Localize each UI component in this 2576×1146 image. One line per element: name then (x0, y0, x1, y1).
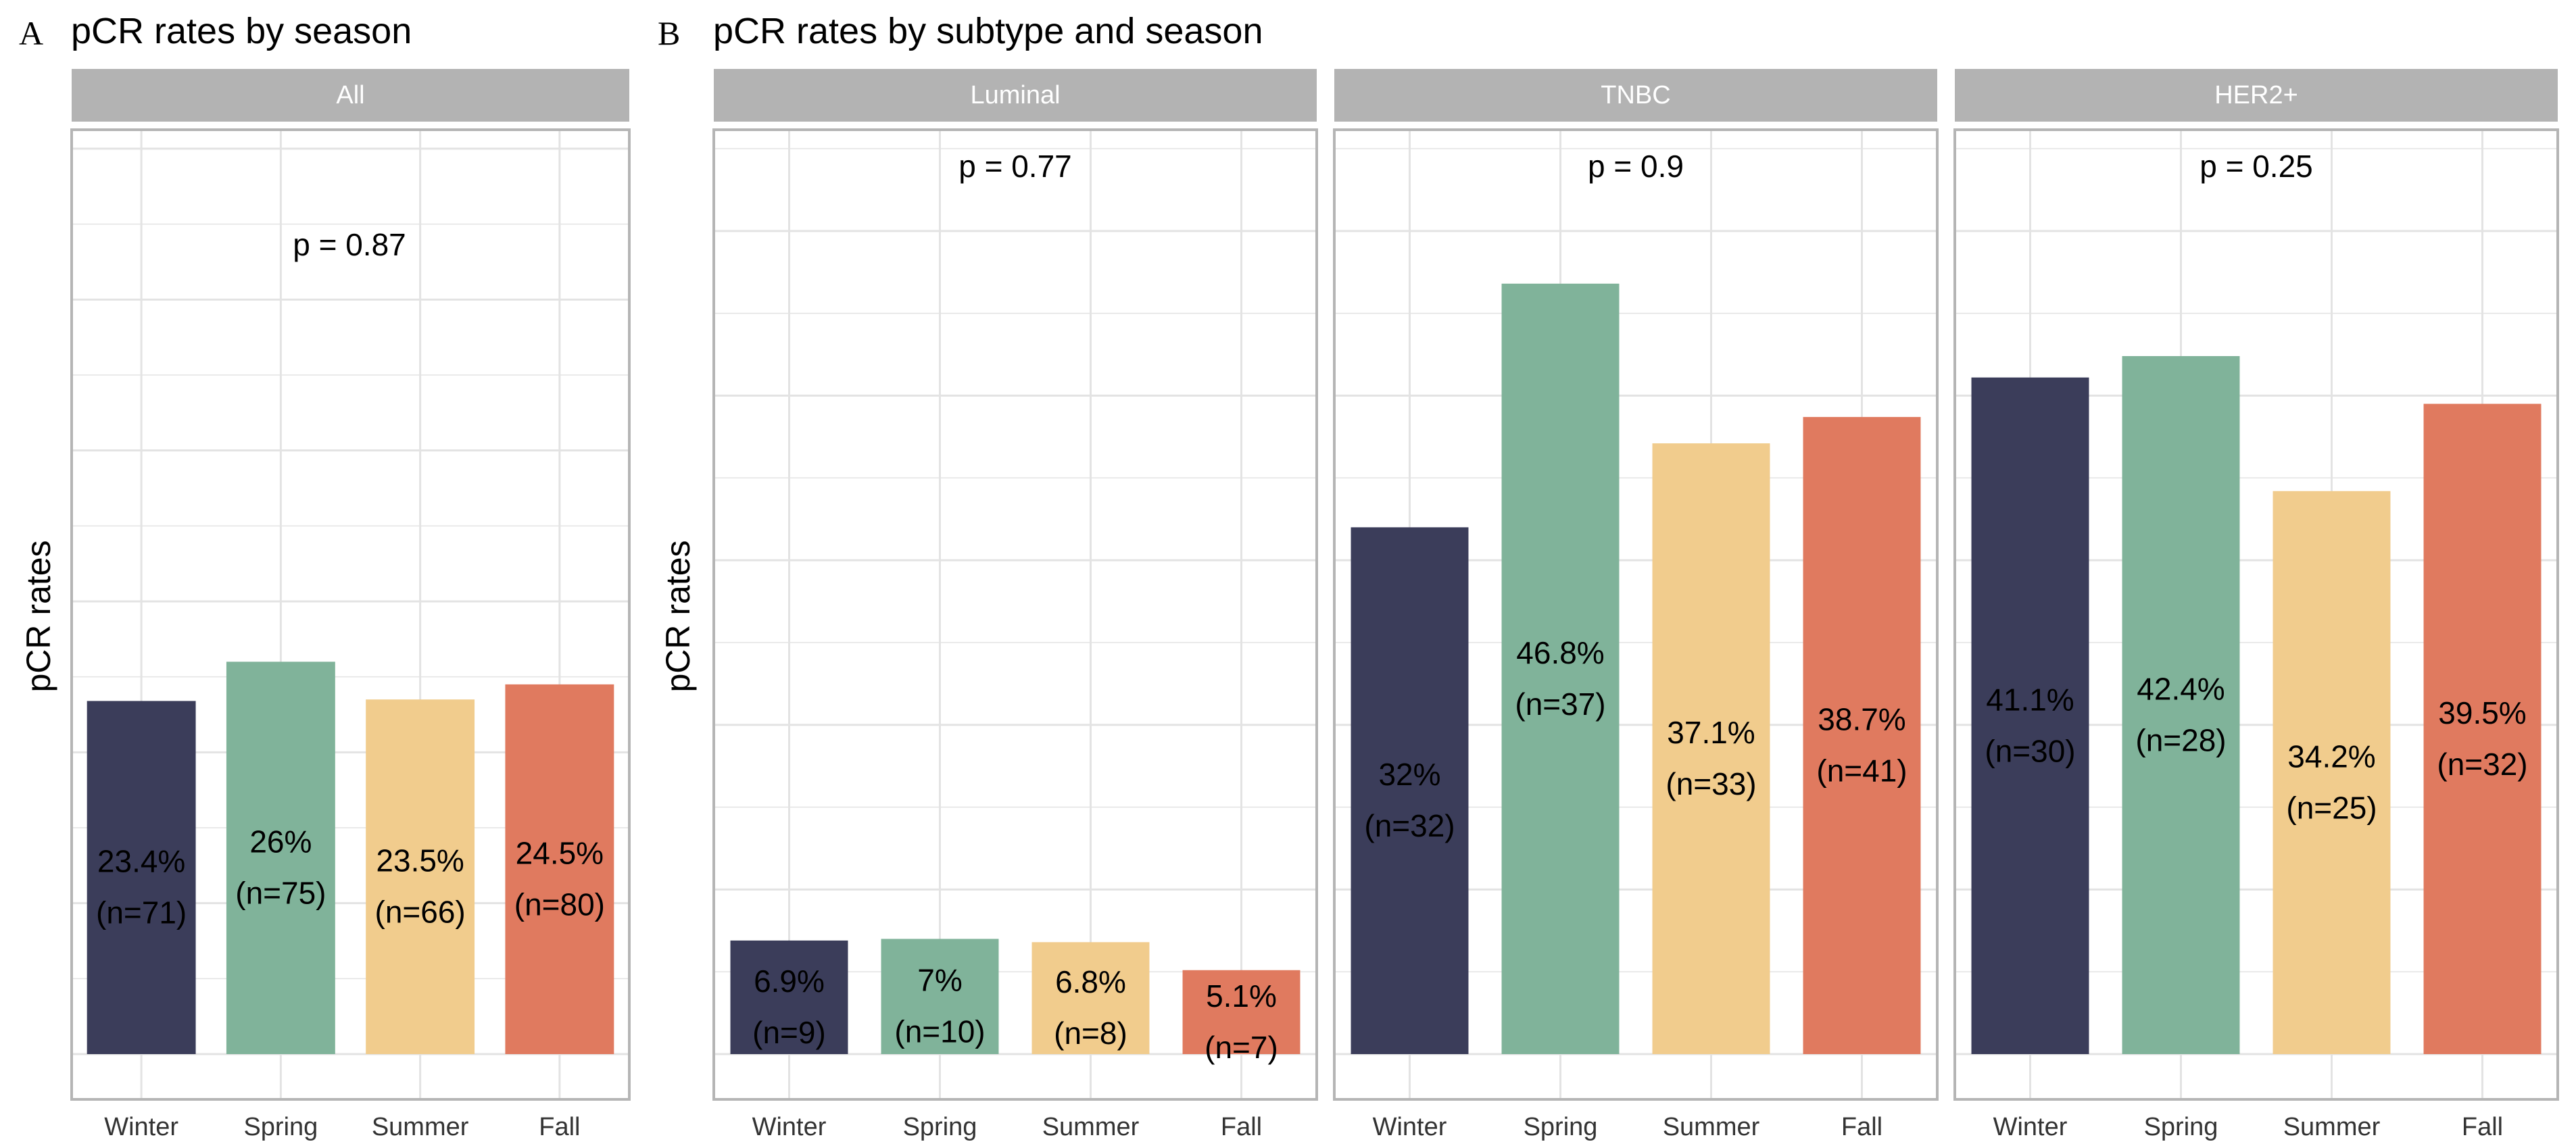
bar-value-label: 42.4% (2137, 671, 2225, 706)
bar-spring (881, 939, 999, 1054)
x-tick-label-fall: Fall (1841, 1113, 1882, 1141)
p-value-label: p = 0.9 (1588, 149, 1684, 184)
panel-border (70, 128, 631, 1101)
bar-value-label: 38.7% (1818, 702, 1905, 737)
bar-value-label: 34.2% (2287, 739, 2375, 774)
x-tick-label-spring: Spring (903, 1113, 977, 1141)
bar-value-label: 24.5% (516, 835, 604, 870)
bar-n-label: (n=33) (1666, 766, 1756, 801)
facet-all: All 23.4% (n=71) Winter 26% (n=75) Spring 23.5%… (70, 69, 631, 1141)
facet-strip-label: All (336, 81, 364, 109)
p-value-label: p = 0.87 (293, 227, 406, 262)
panel-a-y-axis-title: pCR rates (20, 540, 57, 692)
x-tick-label-fall: Fall (539, 1113, 580, 1141)
bar-value-label: 5.1% (1206, 978, 1277, 1014)
bar-fall (1182, 970, 1301, 1054)
bar-winter (1971, 377, 2089, 1054)
bar-value-label: 39.5% (2438, 695, 2526, 730)
p-value-label: p = 0.25 (2200, 149, 2313, 184)
facet-her2: HER2+ 41.1% (n=30) Winter 42.4% (n=28) Spring 3… (1953, 69, 2559, 1141)
panel-border (1333, 128, 1939, 1101)
p-value-label: p = 0.77 (958, 149, 1072, 184)
bar-n-label: (n=66) (375, 895, 466, 930)
x-tick-label-spring: Spring (1524, 1113, 1598, 1141)
bar-spring (2122, 355, 2240, 1054)
bar-n-label: (n=80) (514, 887, 605, 922)
bar-n-label: (n=10) (894, 1014, 985, 1049)
facet-strip (72, 69, 629, 122)
bar-n-label: (n=9) (752, 1015, 826, 1050)
facet-strip-label: Luminal (970, 81, 1060, 109)
panel-b-y-axis-title: pCR rates (659, 540, 697, 692)
bar-spring (1501, 283, 1620, 1054)
x-tick-label-summer: Summer (1042, 1113, 1140, 1141)
x-tick-label-summer: Summer (2283, 1113, 2381, 1141)
panel-b-letter: B (658, 14, 680, 52)
bar-value-label: 37.1% (1667, 715, 1755, 750)
bar-n-label: (n=75) (235, 876, 326, 911)
bar-spring (226, 662, 335, 1054)
x-tick-label-winter: Winter (104, 1113, 178, 1141)
bar-n-label: (n=32) (1364, 808, 1455, 843)
bar-n-label: (n=30) (1985, 733, 2075, 768)
bar-n-label: (n=32) (2437, 747, 2527, 782)
facet-tnbc: TNBC 32% (n=32) Winter 46.8% (n=37) Spring 37.1… (1333, 69, 1939, 1141)
bar-summer (2273, 491, 2391, 1054)
bar-value-label: 23.4% (97, 844, 185, 879)
panel-b-title: pCR rates by subtype and season (713, 11, 1263, 51)
bar-winter (730, 940, 848, 1054)
facet-luminal: Luminal 6.9% (n=9) Winter 7% (n=10) Spring 6.8%… (712, 69, 1318, 1141)
bar-summer (366, 699, 475, 1054)
bar-value-label: 6.9% (754, 964, 825, 999)
bar-n-label: (n=25) (2286, 790, 2377, 825)
bar-value-label: 6.8% (1055, 964, 1126, 999)
bar-fall (2423, 403, 2542, 1054)
bar-value-label: 26% (249, 824, 312, 860)
facet-strip-label: TNBC (1601, 81, 1670, 109)
x-tick-label-spring: Spring (2144, 1113, 2218, 1141)
bar-value-label: 46.8% (1516, 635, 1604, 670)
bar-value-label: 7% (917, 963, 962, 998)
bar-summer (1652, 443, 1770, 1054)
bar-fall (505, 684, 614, 1054)
panel-a-title: pCR rates by season (71, 11, 412, 51)
bar-n-label: (n=7) (1205, 1030, 1278, 1065)
facet-strip-label: HER2+ (2214, 81, 2298, 109)
facet-strip (714, 69, 1317, 122)
x-tick-label-summer: Summer (1663, 1113, 1760, 1141)
bar-n-label: (n=37) (1515, 687, 1605, 722)
x-tick-label-summer: Summer (372, 1113, 469, 1141)
x-tick-label-fall: Fall (1221, 1113, 1262, 1141)
x-tick-label-winter: Winter (1373, 1113, 1447, 1141)
x-tick-label-winter: Winter (1993, 1113, 2068, 1141)
bar-fall (1803, 417, 1921, 1054)
bar-summer (1031, 942, 1150, 1054)
x-tick-label-winter: Winter (752, 1113, 827, 1141)
panel-a-letter: A (19, 14, 43, 52)
panel-border (1953, 128, 2559, 1101)
bar-n-label: (n=41) (1816, 753, 1907, 789)
bar-n-label: (n=28) (2135, 722, 2226, 757)
bar-winter (1351, 527, 1469, 1054)
facet-strip (1955, 69, 2558, 122)
facet-strip (1334, 69, 1937, 122)
bar-winter (87, 701, 196, 1054)
x-tick-label-fall: Fall (2462, 1113, 2503, 1141)
x-tick-label-spring: Spring (243, 1113, 318, 1141)
gridlines (714, 130, 1317, 1099)
bar-value-label: 32% (1378, 757, 1440, 792)
bar-value-label: 23.5% (376, 843, 464, 878)
panel-border (712, 128, 1318, 1101)
bar-n-label: (n=71) (96, 895, 187, 930)
bar-n-label: (n=8) (1054, 1016, 1127, 1051)
bar-value-label: 41.1% (1986, 682, 2074, 717)
